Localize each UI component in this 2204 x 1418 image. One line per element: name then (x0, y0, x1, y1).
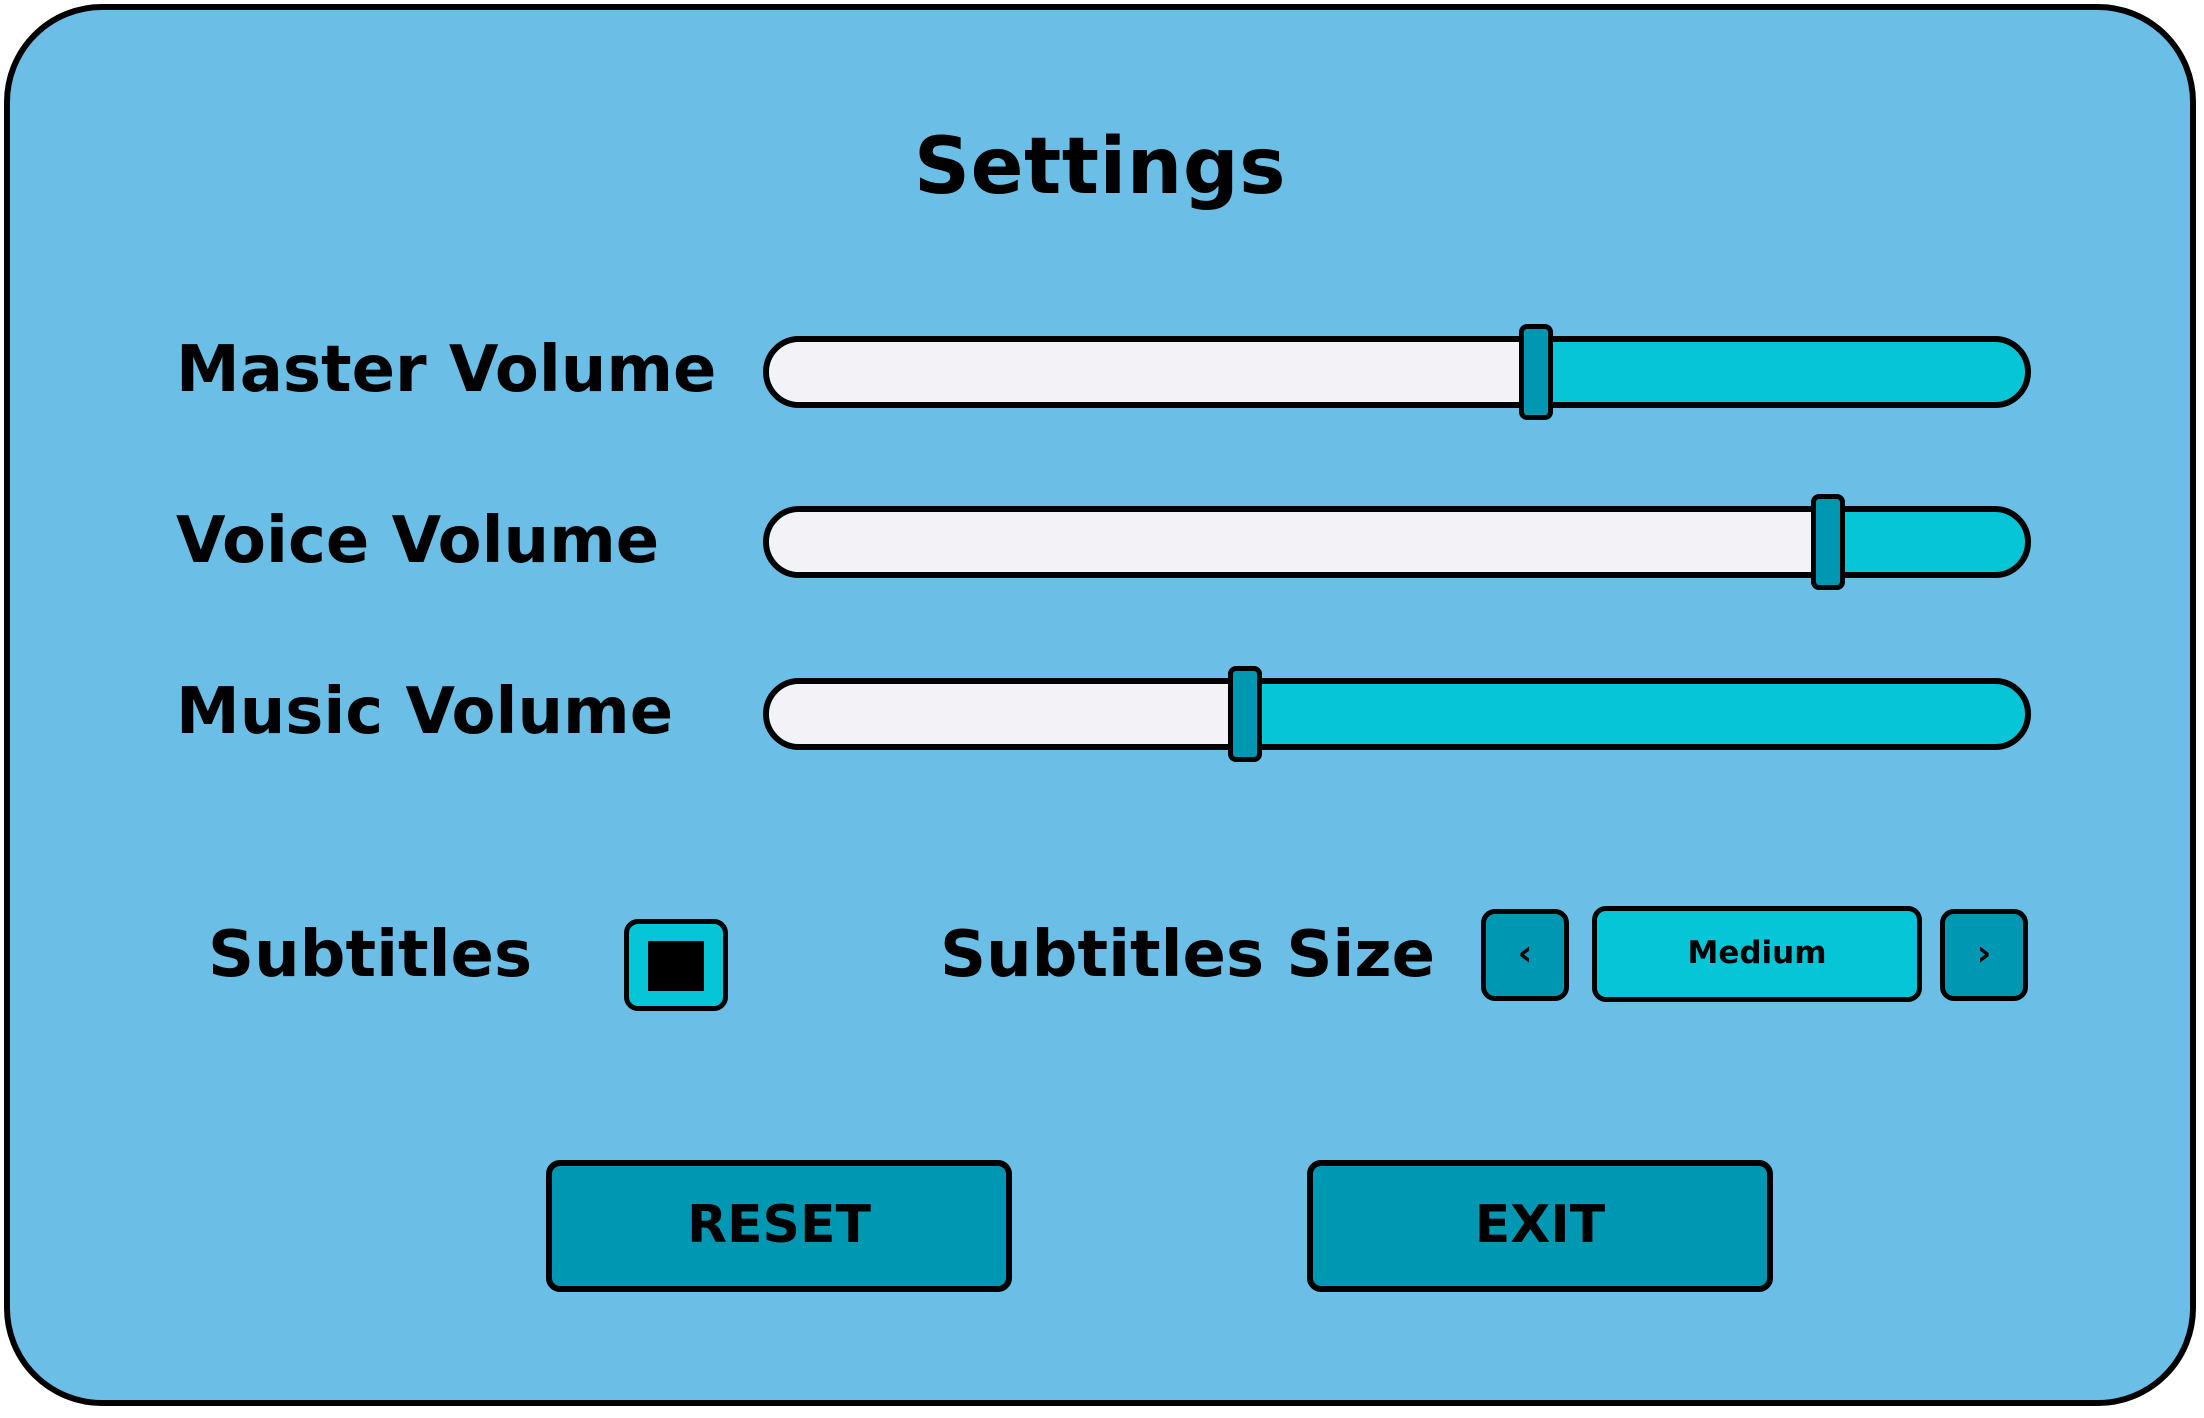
settings-panel: Settings Master Volume Voice Volume Musi… (4, 4, 2196, 1406)
subtitles-size-next-button[interactable]: › (1940, 909, 2028, 1001)
voice-volume-label: Voice Volume (176, 504, 660, 578)
subtitles-label: Subtitles (208, 918, 533, 992)
page-title: Settings (913, 122, 1287, 212)
music-volume-slider[interactable] (763, 678, 2031, 750)
chevron-left-icon: ‹ (1517, 933, 1533, 974)
subtitles-size-label: Subtitles Size (940, 918, 1435, 992)
subtitles-size-prev-button[interactable]: ‹ (1481, 909, 1569, 1001)
music-volume-thumb[interactable] (1227, 666, 1262, 762)
slider-fill (769, 684, 1247, 744)
master-volume-thumb[interactable] (1519, 324, 1554, 420)
reset-button[interactable]: RESET (546, 1160, 1012, 1292)
slider-fill (769, 512, 1825, 572)
master-volume-slider[interactable] (763, 336, 2031, 408)
music-volume-label: Music Volume (176, 675, 674, 749)
checkbox-checked-mark (648, 941, 704, 991)
subtitles-checkbox[interactable] (624, 919, 728, 1011)
exit-button[interactable]: EXIT (1307, 1160, 1773, 1292)
voice-volume-thumb[interactable] (1811, 494, 1846, 590)
master-volume-label: Master Volume (176, 333, 717, 407)
chevron-right-icon: › (1976, 933, 1992, 974)
subtitles-size-value: Medium (1592, 906, 1922, 1002)
slider-fill (769, 342, 1536, 402)
